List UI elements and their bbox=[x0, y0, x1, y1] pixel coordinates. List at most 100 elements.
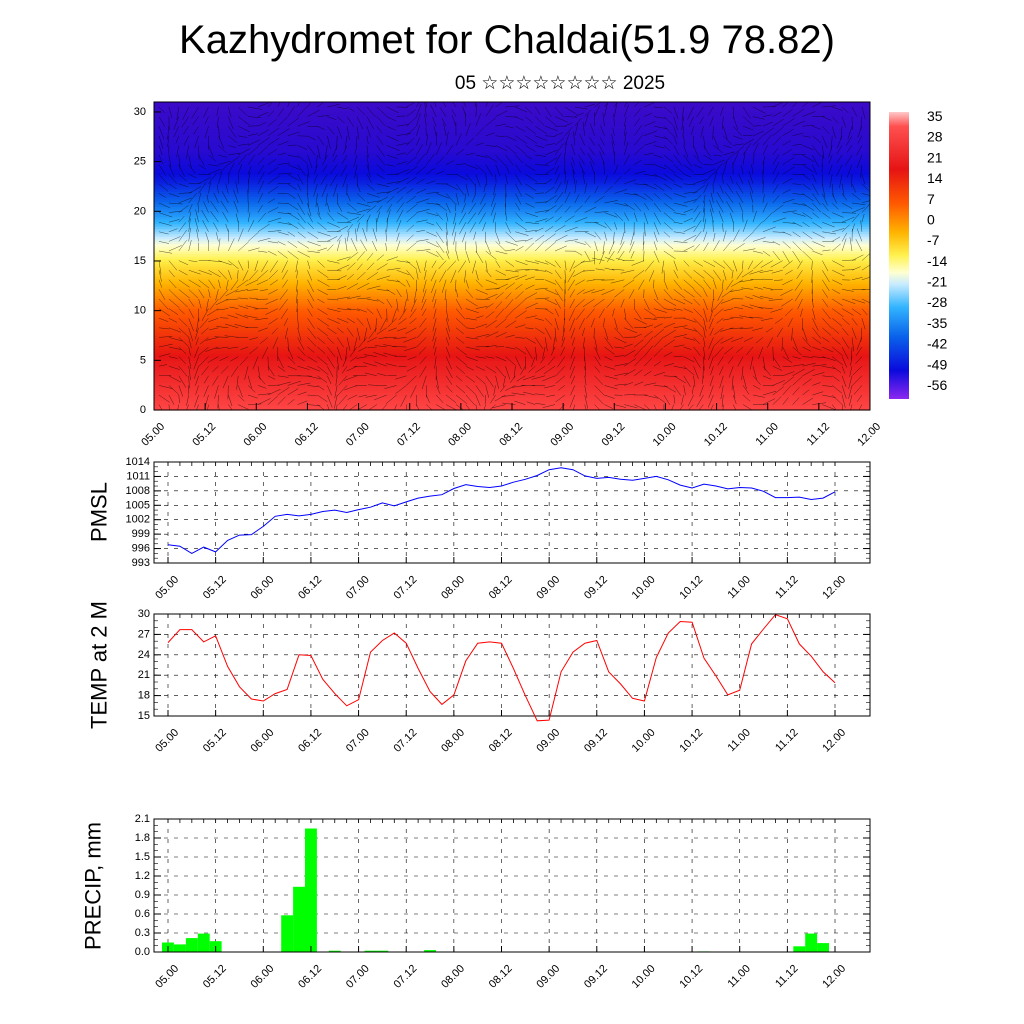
heatmap-band bbox=[154, 273, 870, 277]
temp-x-tick-label: 12.00 bbox=[820, 727, 848, 755]
chart-subtitle: 05 ☆☆☆☆☆☆☆☆ 2025 bbox=[454, 73, 666, 94]
pmsl-x-tick-label: 11.12 bbox=[773, 574, 800, 601]
temp-y-tick-label: 21 bbox=[138, 669, 150, 681]
colorbar-label: 7 bbox=[927, 191, 935, 207]
heatmap-band bbox=[154, 151, 870, 155]
colorbar-label: -56 bbox=[927, 377, 947, 393]
chart-title: Kazhydromet for Chaldai(51.9 78.82) bbox=[179, 18, 835, 62]
colorbar-label: 0 bbox=[927, 211, 935, 227]
heatmap-y-tick-label: 30 bbox=[134, 106, 146, 118]
heatmap-x-tick-label: 07.00 bbox=[344, 421, 372, 449]
temp-x-tick-label: 10.12 bbox=[677, 727, 705, 755]
heatmap-y-tick-label: 25 bbox=[134, 156, 146, 168]
precip-axis-title: PRECIP, mm bbox=[81, 822, 106, 950]
colorbar-label: 28 bbox=[927, 129, 943, 145]
heatmap-band bbox=[154, 193, 870, 197]
temp-x-tick-label: 07.12 bbox=[391, 727, 419, 755]
precip-bar bbox=[364, 950, 377, 952]
heatmap-band bbox=[154, 139, 870, 143]
precip-x-tick-label: 07.00 bbox=[344, 963, 372, 991]
pmsl-y-tick-label: 1008 bbox=[126, 485, 150, 497]
temp-series-line bbox=[167, 614, 836, 722]
heatmap-band bbox=[154, 355, 870, 359]
temp-frame bbox=[153, 613, 871, 717]
heatmap-band bbox=[154, 141, 870, 145]
colorbar-label: -42 bbox=[927, 336, 947, 352]
heatmap-band bbox=[154, 211, 870, 215]
precip-x-tick-label: 11.00 bbox=[726, 963, 753, 990]
heatmap-band bbox=[154, 390, 870, 394]
precip-y-tick-label: 1.2 bbox=[135, 870, 150, 882]
temp-x-tick-label: 11.00 bbox=[726, 727, 753, 754]
heatmap-band bbox=[154, 104, 870, 108]
pmsl-y-tick-label: 996 bbox=[132, 543, 150, 555]
heatmap-field bbox=[154, 102, 870, 411]
heatmap-band bbox=[154, 156, 870, 160]
precip-bar bbox=[376, 950, 389, 952]
heatmap-x-tick-label: 06.12 bbox=[293, 421, 321, 449]
heatmap-band bbox=[154, 188, 870, 193]
heatmap-band bbox=[154, 298, 870, 302]
heatmap-band bbox=[154, 129, 870, 133]
precip-axes: 05.00 05.12 06.00 06.12 07.00 07.12 08.00 08.12… bbox=[135, 813, 870, 991]
temp-x-tick-label: 07.00 bbox=[344, 727, 372, 755]
heatmap-band bbox=[154, 124, 870, 128]
heatmap-band bbox=[154, 328, 870, 332]
precip-panel: 05.00 05.12 06.00 06.12 07.00 07.12 08.00 08.12… bbox=[81, 813, 871, 991]
colorbar-label: -7 bbox=[927, 232, 940, 248]
heatmap-band bbox=[154, 350, 870, 354]
precip-y-tick-label: 0.9 bbox=[135, 889, 150, 901]
colorbar-label: -28 bbox=[927, 294, 947, 310]
pmsl-x-tick-label: 09.00 bbox=[534, 574, 562, 602]
heatmap-band bbox=[154, 345, 870, 349]
heatmap-band bbox=[154, 146, 870, 150]
heatmap-band bbox=[154, 171, 870, 175]
precip-bar bbox=[424, 950, 436, 952]
heatmap-band bbox=[154, 251, 870, 255]
heatmap-band bbox=[154, 400, 870, 404]
precip-x-tick-label: 08.00 bbox=[439, 963, 467, 991]
temp-x-tick-label: 08.12 bbox=[487, 727, 515, 755]
heatmap-band bbox=[154, 183, 870, 188]
colorbar-label: -21 bbox=[927, 274, 947, 290]
pmsl-panel: 05.00 05.12 06.00 06.12 07.00 07.12 08.00 08.12… bbox=[87, 456, 871, 602]
heatmap-band bbox=[154, 241, 870, 245]
heatmap-band bbox=[154, 221, 870, 225]
colorbar-label: -49 bbox=[927, 356, 947, 372]
pmsl-y-tick-label: 1002 bbox=[126, 514, 150, 526]
precip-x-tick-label: 10.00 bbox=[630, 963, 658, 991]
temp-axis-title: TEMP at 2 M bbox=[87, 601, 112, 729]
heatmap-y-axis: 0 5 10 15 20 25 30 bbox=[134, 106, 161, 416]
heatmap-x-tick-label: 08.12 bbox=[497, 421, 525, 449]
precip-bar bbox=[817, 943, 829, 952]
heatmap-x-tick-label: 11.12 bbox=[805, 421, 832, 448]
heatmap-band bbox=[154, 174, 870, 178]
precip-y-tick-label: 2.1 bbox=[135, 813, 150, 825]
heatmap-band bbox=[154, 295, 870, 299]
heatmap-band bbox=[154, 203, 870, 207]
heatmap-band bbox=[154, 114, 870, 118]
heatmap-band bbox=[154, 218, 870, 222]
colorbar-label: -14 bbox=[927, 253, 947, 269]
precip-bar bbox=[197, 933, 210, 952]
heatmap-band bbox=[154, 246, 870, 250]
heatmap-band bbox=[154, 231, 870, 235]
precip-bar bbox=[305, 828, 317, 952]
precip-x-tick-label: 10.12 bbox=[677, 963, 705, 991]
heatmap-band bbox=[154, 134, 870, 138]
precip-bar bbox=[281, 915, 294, 952]
heatmap-band bbox=[154, 308, 870, 312]
heatmap-band bbox=[154, 337, 870, 342]
heatmap-band bbox=[154, 176, 870, 180]
precip-x-tick-label: 11.12 bbox=[773, 963, 800, 990]
heatmap-band bbox=[154, 216, 870, 220]
pmsl-x-tick-label: 12.00 bbox=[820, 574, 848, 602]
precip-bar bbox=[293, 886, 305, 952]
colorbar-gradient bbox=[889, 112, 909, 399]
temp-x-tick-label: 06.12 bbox=[296, 727, 324, 755]
heatmap-y-tick-label: 20 bbox=[134, 205, 146, 217]
heatmap-band bbox=[154, 228, 870, 232]
heatmap-band bbox=[154, 233, 870, 237]
heatmap-band bbox=[154, 285, 870, 289]
